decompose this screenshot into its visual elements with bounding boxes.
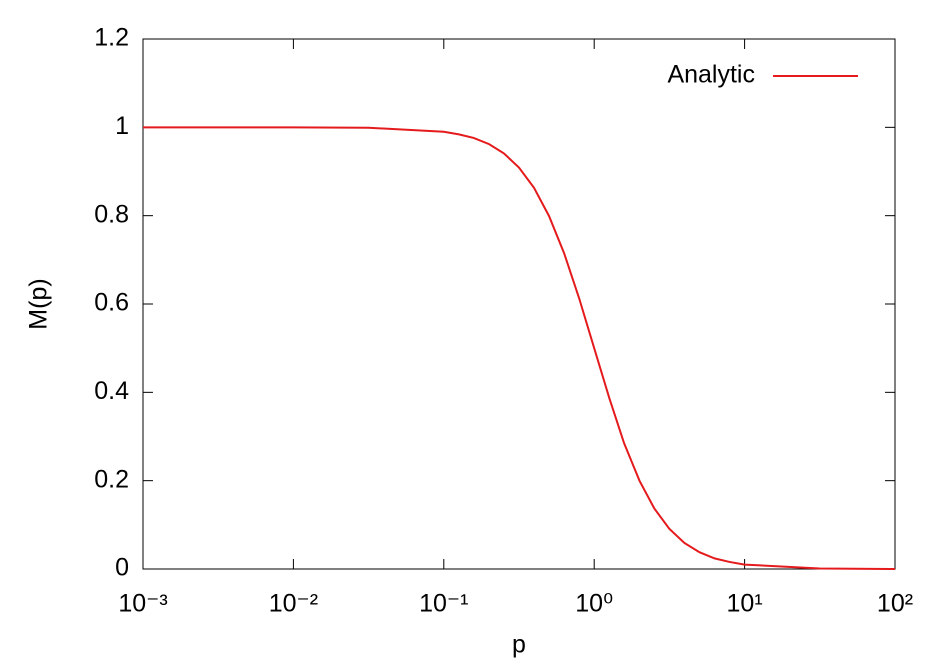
y-tick-label: 1: [115, 112, 129, 140]
y-tick-label: 0.4: [94, 377, 129, 405]
y-tick-label: 0.8: [94, 200, 129, 228]
x-tick-label: 10²: [877, 590, 913, 618]
x-tick-label: 10⁻³: [118, 590, 167, 618]
x-axis-label: p: [512, 631, 526, 659]
y-tick-label: 0.6: [94, 289, 129, 317]
plot-frame: [142, 38, 896, 570]
legend-label: Analytic: [667, 61, 755, 89]
y-tick-label: 0: [115, 554, 129, 582]
y-tick-label: 0.2: [94, 465, 129, 493]
series-line: [143, 126, 896, 570]
y-axis-label: M(p): [25, 278, 53, 329]
x-tick-label: 10¹: [727, 590, 763, 618]
y-tick-label: 1.2: [94, 24, 129, 52]
x-tick-label: 10⁰: [575, 590, 613, 618]
x-tick-label: 10⁻²: [269, 590, 318, 618]
x-tick-label: 10⁻¹: [419, 590, 468, 618]
